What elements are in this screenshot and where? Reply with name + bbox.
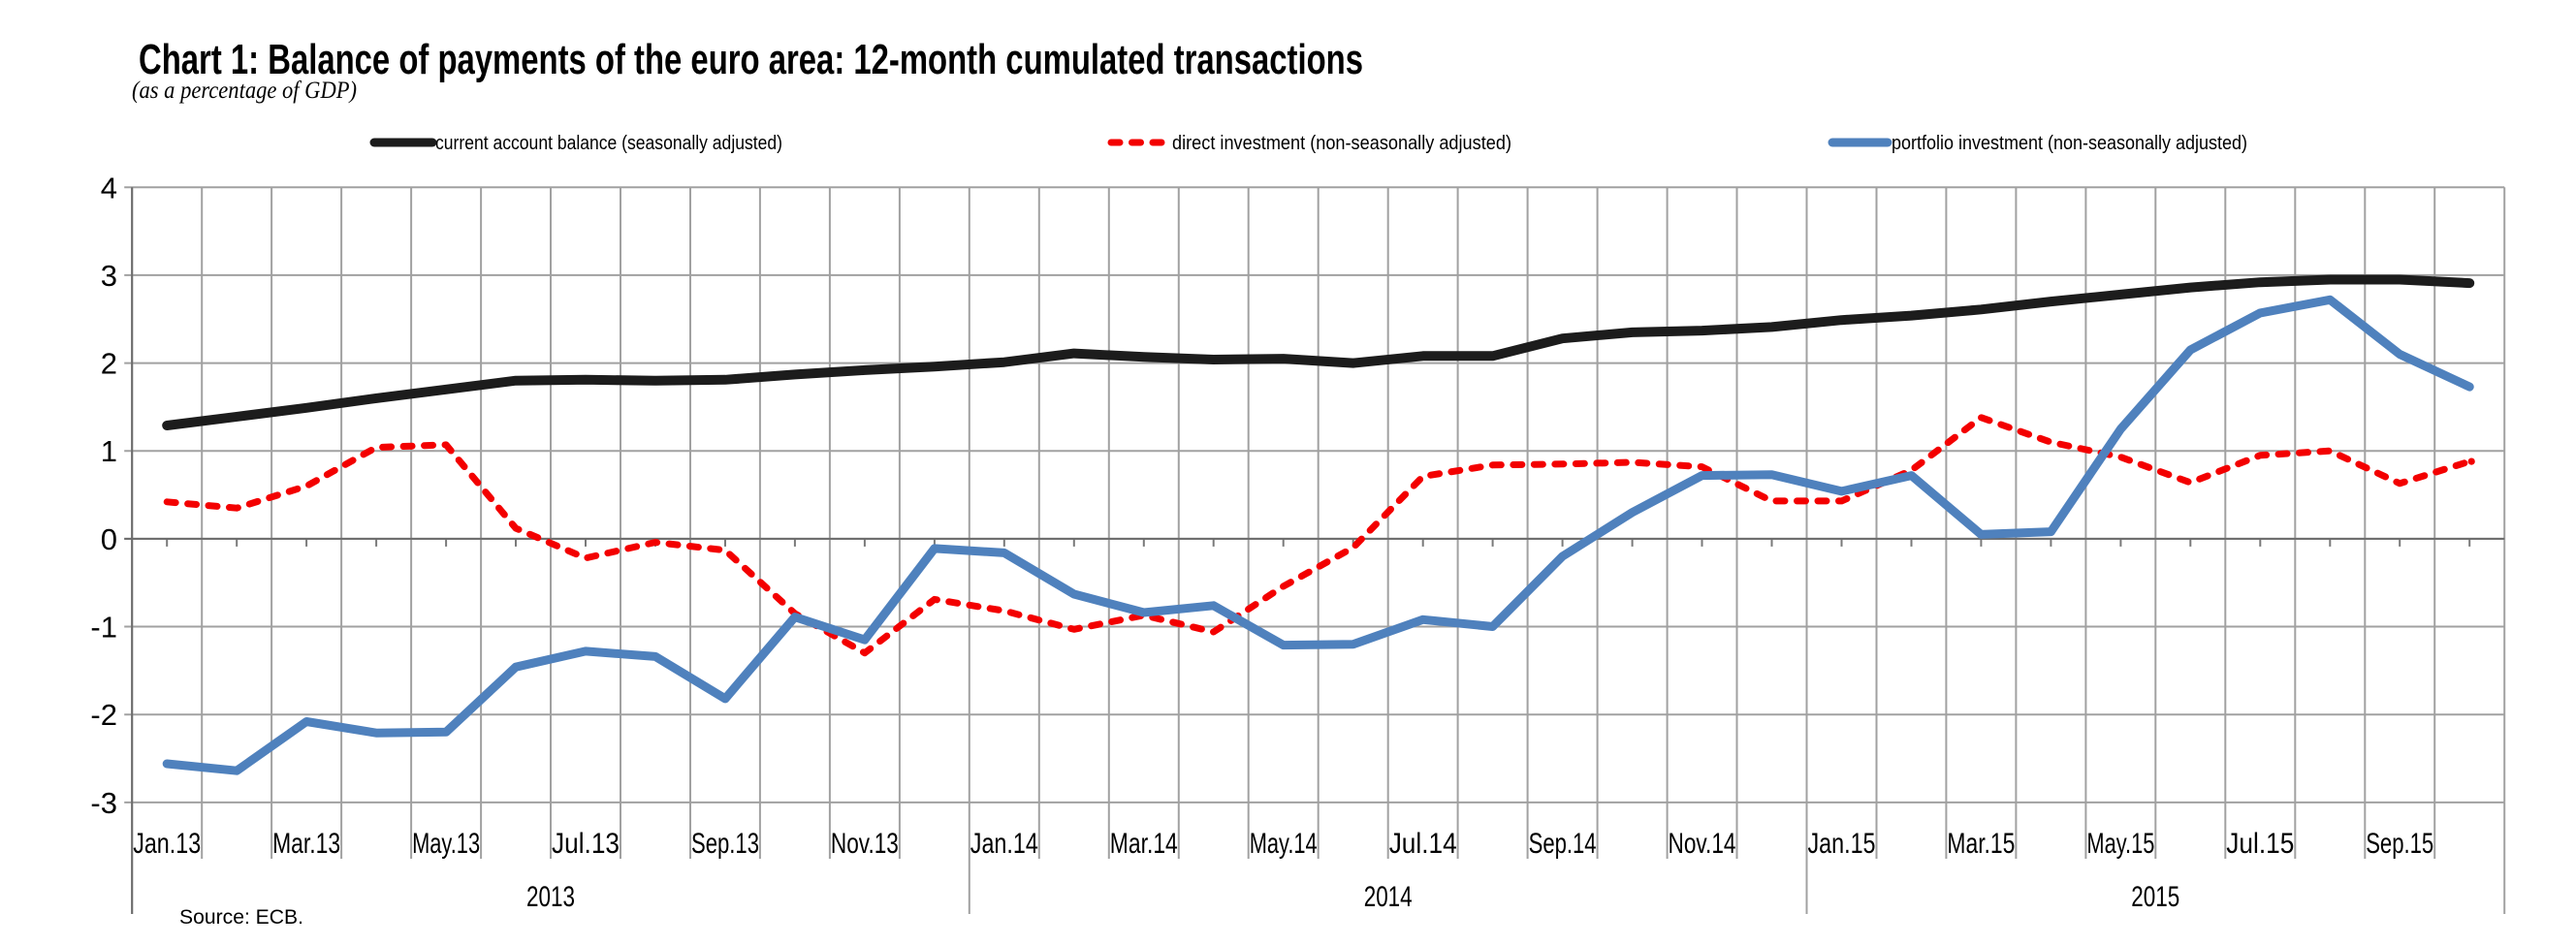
svg-text:Mar.14: Mar.14 <box>1110 828 1178 860</box>
svg-text:0: 0 <box>101 522 117 556</box>
svg-text:Jan.14: Jan.14 <box>970 828 1038 860</box>
svg-text:portfolio investment (non-seas: portfolio investment (non-seasonally adj… <box>1892 133 2247 154</box>
svg-text:May.13: May.13 <box>412 828 480 860</box>
svg-text:Jul.14: Jul.14 <box>1389 828 1457 860</box>
svg-text:current account balance (seaso: current account balance (seasonally adju… <box>435 133 782 154</box>
svg-text:-3: -3 <box>90 786 117 820</box>
svg-text:Jul.13: Jul.13 <box>552 828 620 860</box>
svg-text:-2: -2 <box>90 698 117 732</box>
svg-text:Source: ECB.: Source: ECB. <box>179 906 303 929</box>
svg-text:Sep.15: Sep.15 <box>2366 828 2433 860</box>
svg-text:Sep.14: Sep.14 <box>1529 828 1597 860</box>
svg-text:Chart 1: Balance of payments o: Chart 1: Balance of payments of the euro… <box>139 36 1363 83</box>
svg-text:Jul.15: Jul.15 <box>2226 828 2294 860</box>
svg-text:May.15: May.15 <box>2086 828 2154 860</box>
svg-text:2013: 2013 <box>526 881 575 913</box>
svg-text:(as a percentage of GDP): (as a percentage of GDP) <box>132 78 357 104</box>
svg-text:2: 2 <box>101 347 117 381</box>
svg-text:direct investment (non-seasona: direct investment (non-seasonally adjust… <box>1172 133 1511 154</box>
svg-text:Mar.13: Mar.13 <box>272 828 340 860</box>
svg-text:4: 4 <box>101 171 117 205</box>
svg-text:Jan.15: Jan.15 <box>1808 828 1876 860</box>
svg-text:Mar.15: Mar.15 <box>1947 828 2015 860</box>
svg-text:3: 3 <box>101 259 117 293</box>
svg-text:Nov.13: Nov.13 <box>831 828 899 860</box>
svg-text:2014: 2014 <box>1364 881 1413 913</box>
svg-text:Sep.13: Sep.13 <box>691 828 759 860</box>
svg-text:Nov.14: Nov.14 <box>1669 828 1736 860</box>
svg-text:May.14: May.14 <box>1250 828 1318 860</box>
svg-text:-1: -1 <box>90 611 117 645</box>
svg-text:2015: 2015 <box>2131 881 2179 913</box>
svg-text:1: 1 <box>101 434 117 468</box>
svg-text:Jan.13: Jan.13 <box>133 828 201 860</box>
